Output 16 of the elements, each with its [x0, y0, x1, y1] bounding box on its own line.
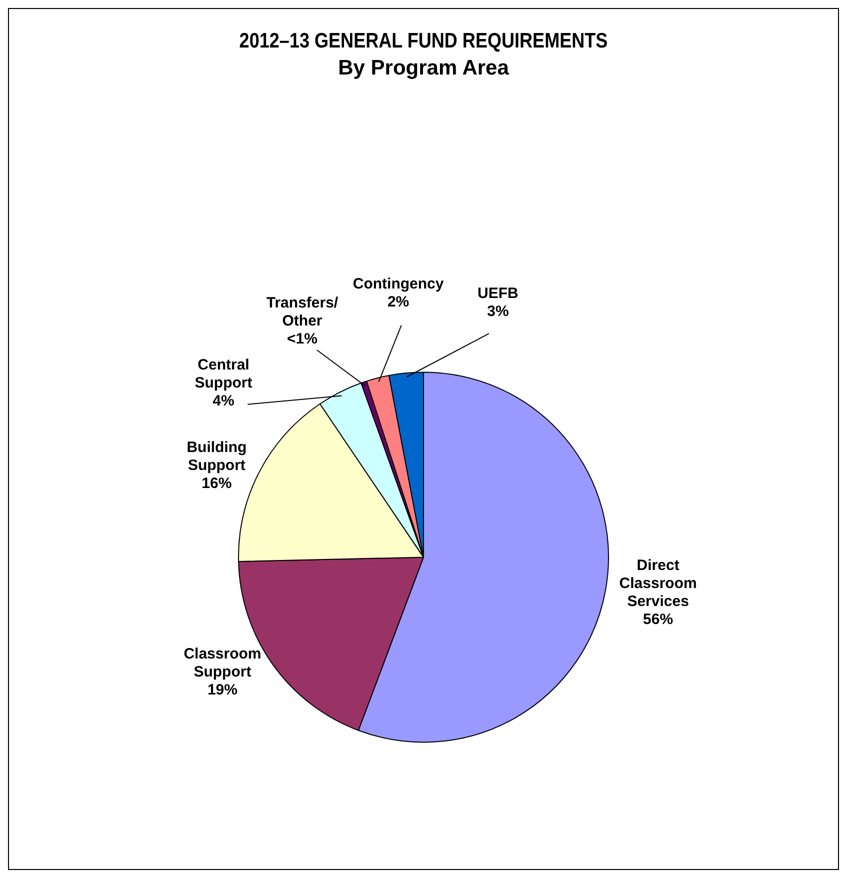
data-label: <1% — [287, 330, 318, 348]
chart-title: 2012–13 GENERAL FUND REQUIREMENTS — [239, 29, 608, 53]
slice-label: Direct Classroom Services — [619, 556, 697, 610]
slice-label: UEFB — [478, 285, 519, 302]
data-label: 56% — [643, 610, 674, 628]
slice-label: Contingency — [352, 276, 444, 293]
data-label: 2% — [387, 294, 410, 311]
data-label: 3% — [487, 303, 509, 320]
data-label: 19% — [207, 682, 238, 699]
data-label: 16% — [202, 475, 232, 492]
chart-subtitle: By Program Area — [338, 56, 510, 80]
slice-label: Central Support — [194, 356, 252, 392]
slice-label: Building Support — [186, 439, 247, 474]
slice-label: Transfers/ Other — [266, 294, 339, 330]
slice-label: Classroom Support — [184, 646, 262, 681]
data-label: 4% — [212, 392, 234, 410]
